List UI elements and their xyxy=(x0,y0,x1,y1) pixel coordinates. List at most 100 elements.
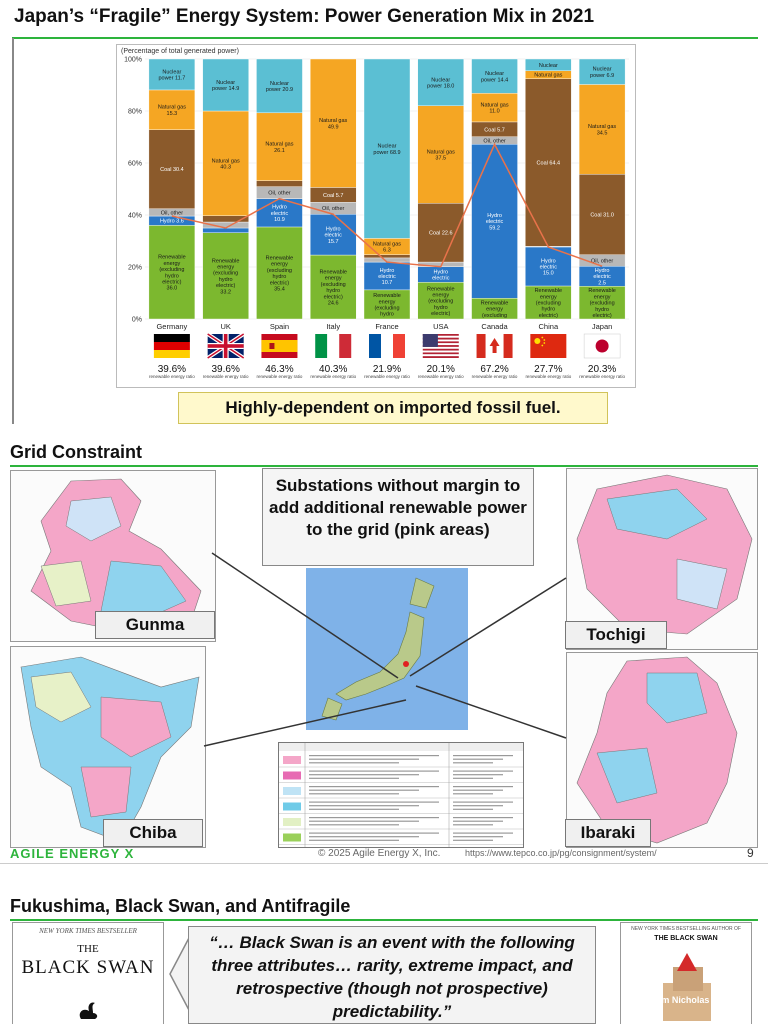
segment-label: electric xyxy=(486,219,504,225)
category-label: UK xyxy=(220,322,230,331)
ratio-caption: renewable energy ratio xyxy=(203,374,249,379)
segment-label: Nuclear xyxy=(593,67,612,73)
ratio-caption: renewable energy ratio xyxy=(418,374,464,379)
book-right-title: THE BLACK SWAN xyxy=(654,935,718,942)
segment-label: electric) xyxy=(431,311,450,317)
legend-text-line xyxy=(453,817,513,819)
ratio-caption: renewable energy ratio xyxy=(579,374,625,379)
segment-label: (excluding xyxy=(213,271,238,277)
segment-label: Renewable xyxy=(266,255,294,261)
segment-label: Oil, other xyxy=(268,191,290,197)
segment-label: Nuclear xyxy=(162,69,181,75)
chiba-map-shape xyxy=(20,656,200,843)
category-label: France xyxy=(375,322,398,331)
flag-japan-icon xyxy=(583,333,621,359)
legend-text-line xyxy=(309,820,419,822)
segment-label: Renewable xyxy=(158,255,186,261)
legend-text-line xyxy=(453,755,513,757)
bar-segment xyxy=(525,285,572,320)
segment-label: energy xyxy=(379,299,396,305)
segment-label: power 20.9 xyxy=(266,87,293,93)
segment-label: 24.6 xyxy=(328,301,339,307)
flag-china-icon xyxy=(530,334,567,358)
legend-swatch xyxy=(283,756,301,764)
slide-title: Grid Constraint xyxy=(10,442,143,462)
power-mix-chart: (Percentage of total generated power) 0%… xyxy=(116,44,636,388)
category-label: Spain xyxy=(270,322,289,331)
substation-legend-table xyxy=(278,742,524,848)
quote-pointer xyxy=(169,935,191,1013)
segment-label: 35.4 xyxy=(274,286,285,292)
legend-text-line xyxy=(309,824,399,826)
segment-label: Oil, other xyxy=(322,206,344,212)
segment-label: electric) xyxy=(270,280,289,286)
category-label: Canada xyxy=(481,322,508,331)
legend-text-line xyxy=(453,786,513,788)
segment-label: Nuclear xyxy=(216,80,235,86)
segment-label: 37.5 xyxy=(435,156,446,162)
bar-segment xyxy=(417,282,464,320)
segment-label: (excluding xyxy=(374,306,399,312)
japan-map xyxy=(306,568,468,730)
black-swan-quote: “… Black Swan is an event with the follo… xyxy=(188,926,596,1024)
legend-text-line xyxy=(453,820,503,822)
segment-label: 59.2 xyxy=(489,225,500,231)
substation-note: Substations without margin to add additi… xyxy=(262,468,534,566)
segment-label: (excluding xyxy=(428,299,453,305)
book-right-bestseller: NEW YORK TIMES BESTSELLING AUTHOR OF xyxy=(631,926,741,932)
bar-segment xyxy=(417,58,464,106)
bar-segment xyxy=(310,254,357,320)
flag-canada-icon xyxy=(476,334,513,358)
legend-swatch xyxy=(283,771,301,780)
segment-label: Oil, other xyxy=(591,259,613,265)
tochigi-map: Tochigi xyxy=(565,468,758,650)
segment-label: 40.3 xyxy=(220,164,231,170)
segment-label: electric xyxy=(325,233,343,239)
segment-label: power 6.9 xyxy=(590,73,614,79)
bar-segment xyxy=(525,58,572,71)
book-cover-black-swan: NEW YORK TIMES BESTSELLER THE BLACK SWAN xyxy=(12,922,164,1024)
bar-segment xyxy=(310,58,357,188)
legend-text-line xyxy=(309,758,419,760)
segment-label: Renewable xyxy=(212,258,240,264)
segment-label: 10.9 xyxy=(274,217,285,223)
ratio-caption: renewable energy ratio xyxy=(364,374,410,379)
legend-swatch xyxy=(283,818,301,826)
footer-brand: AGILE ENERGY X xyxy=(10,846,135,861)
bar-segment xyxy=(202,58,249,112)
legend-text-line xyxy=(453,824,493,826)
segment-label: Hydro xyxy=(433,269,448,275)
bar-segment xyxy=(148,225,196,320)
segment-label: Renewable xyxy=(427,286,455,292)
renewable-ratio-value: 27.7% xyxy=(534,364,562,375)
segment-label: Coal 22.6 xyxy=(429,231,453,237)
bar-segment xyxy=(148,58,196,91)
segment-label: electric xyxy=(378,274,396,280)
legend-text-line xyxy=(453,762,493,764)
renewable-ratio-line xyxy=(171,142,603,268)
segment-label: Natural gas xyxy=(265,142,293,148)
category-label: Germany xyxy=(156,322,187,331)
slide-power-mix: Japan’s “Fragile” Energy System: Power G… xyxy=(0,0,768,425)
segment-label: power 68.9 xyxy=(373,150,400,156)
legend-text-line xyxy=(309,762,399,764)
renewable-ratio-value: 39.6% xyxy=(211,364,239,375)
legend-text-line xyxy=(453,808,493,810)
book-title: BLACK SWAN xyxy=(21,957,155,978)
segment-label: (excluding xyxy=(159,267,184,273)
ratio-caption: renewable energy ratio xyxy=(149,374,195,379)
category-label: China xyxy=(539,322,559,331)
segment-label: hydro xyxy=(326,288,340,294)
category-label: USA xyxy=(433,322,448,331)
bar-segment xyxy=(202,110,249,216)
ratio-caption: renewable energy ratio xyxy=(525,374,571,379)
title-rule xyxy=(10,919,758,921)
segment-label: Nuclear xyxy=(539,63,558,69)
segment-label: energy xyxy=(432,292,449,298)
segment-label: electric xyxy=(593,274,611,280)
swan-icon xyxy=(79,1002,98,1019)
segment-label: electric) xyxy=(539,313,558,319)
segment-label: (excluding xyxy=(267,268,292,274)
tochigi-map-shape xyxy=(576,474,753,635)
segment-label: Natural gas xyxy=(158,105,186,111)
